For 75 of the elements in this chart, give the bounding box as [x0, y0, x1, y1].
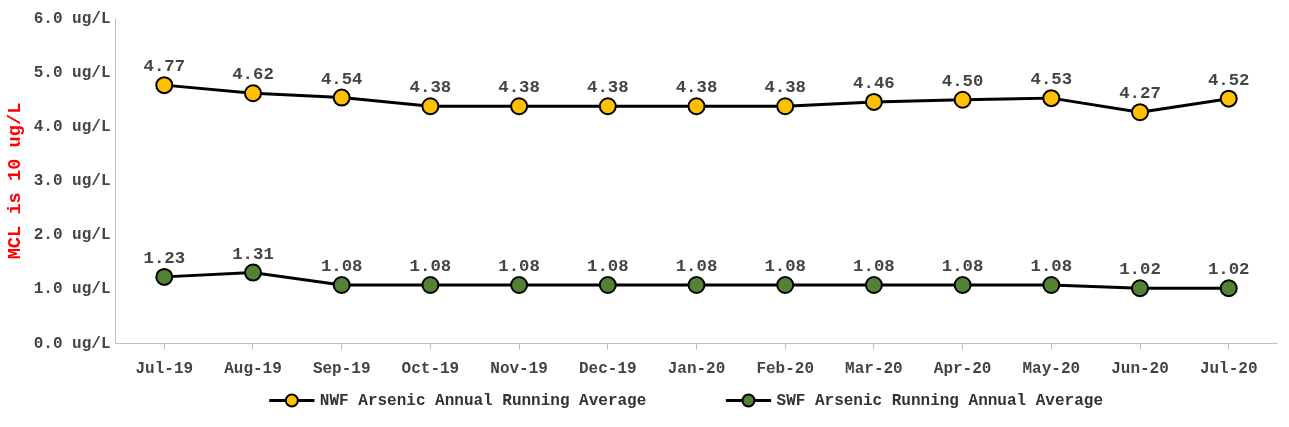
- point: [864, 92, 883, 111]
- data-label: 4.38: [675, 78, 718, 98]
- point: [510, 276, 529, 294]
- point: [953, 276, 972, 294]
- data-label: 1.08: [409, 257, 452, 276]
- point: [687, 276, 706, 294]
- y-tick-label: 0.0 ug/L: [33, 334, 111, 353]
- x-tick-label: Dec-19: [578, 359, 637, 378]
- data-label: 4.38: [764, 78, 807, 98]
- data-label: 1.23: [143, 248, 186, 268]
- point: [1042, 89, 1061, 108]
- point: [953, 90, 972, 109]
- x-tick-label: Jul-20: [1199, 359, 1258, 378]
- y-tick-label: 4.0 ug/L: [33, 117, 111, 136]
- x-tick-label: Feb-20: [756, 359, 815, 378]
- data-label: 1.08: [675, 257, 718, 276]
- x-tick-label: Jul-19: [135, 359, 194, 378]
- point: [421, 276, 440, 294]
- point: [1219, 89, 1238, 108]
- data-label: 4.52: [1207, 70, 1250, 90]
- y-tick-label: 1.0 ug/L: [33, 280, 111, 299]
- point: [1042, 276, 1061, 294]
- data-label: 1.02: [1119, 260, 1161, 280]
- data-label: 1.08: [587, 257, 629, 276]
- point: [1131, 279, 1150, 298]
- legend-label: NWF Arsenic Annual Running Average: [319, 391, 647, 410]
- x-tick-label: Jan-20: [667, 359, 726, 378]
- point: [1131, 103, 1150, 122]
- point: [864, 276, 883, 294]
- data-label: 4.77: [143, 57, 186, 77]
- data-label: 4.50: [941, 71, 984, 91]
- data-label: 1.08: [320, 257, 363, 276]
- data-label: 4.62: [232, 65, 274, 85]
- point: [332, 88, 351, 107]
- data-label: 1.08: [498, 257, 540, 276]
- x-tick-label: Aug-19: [224, 359, 282, 378]
- point: [776, 276, 795, 294]
- point: [598, 97, 617, 116]
- data-label: 1.08: [853, 257, 895, 276]
- data-label: 4.53: [1030, 70, 1073, 90]
- x-tick-label: Jun-20: [1111, 359, 1169, 378]
- data-label: 1.08: [1030, 257, 1073, 276]
- point: [421, 97, 440, 116]
- data-label: 1.08: [764, 257, 807, 276]
- point: [510, 97, 529, 116]
- x-tick-label: Oct-19: [401, 359, 460, 378]
- y-tick-label: 5.0 ug/L: [33, 63, 111, 82]
- point: [155, 76, 174, 95]
- data-label: 4.54: [320, 69, 363, 89]
- point: [243, 84, 262, 103]
- data-label: 4.46: [853, 73, 895, 93]
- point: [155, 267, 174, 286]
- legend-label: SWF Arsenic Running Annual Average: [776, 391, 1103, 410]
- point: [1219, 279, 1238, 298]
- y-tick-label: 2.0 ug/L: [33, 226, 111, 245]
- x-tick-label: Nov-19: [490, 359, 548, 378]
- data-label: 1.08: [941, 257, 984, 276]
- data-label: 4.38: [587, 78, 629, 98]
- x-tick-label: Apr-20: [933, 359, 992, 378]
- x-tick-label: May-20: [1022, 359, 1081, 378]
- point: [332, 276, 351, 294]
- y-axis-title: MCL is 10 ug/L: [3, 102, 26, 260]
- point: [598, 276, 617, 294]
- point: [687, 97, 706, 116]
- point: [243, 263, 262, 282]
- data-label: 4.38: [498, 78, 540, 98]
- x-tick-label: Sep-19: [312, 359, 371, 378]
- y-tick-label: 6.0 ug/L: [33, 9, 111, 28]
- data-label: 1.31: [232, 244, 274, 264]
- data-label: 4.38: [409, 78, 452, 98]
- data-label: 4.27: [1119, 84, 1161, 104]
- y-tick-label: 3.0 ug/L: [33, 172, 111, 190]
- x-tick-label: Mar-20: [845, 359, 903, 378]
- data-label: 1.02: [1207, 260, 1250, 280]
- point: [776, 97, 795, 116]
